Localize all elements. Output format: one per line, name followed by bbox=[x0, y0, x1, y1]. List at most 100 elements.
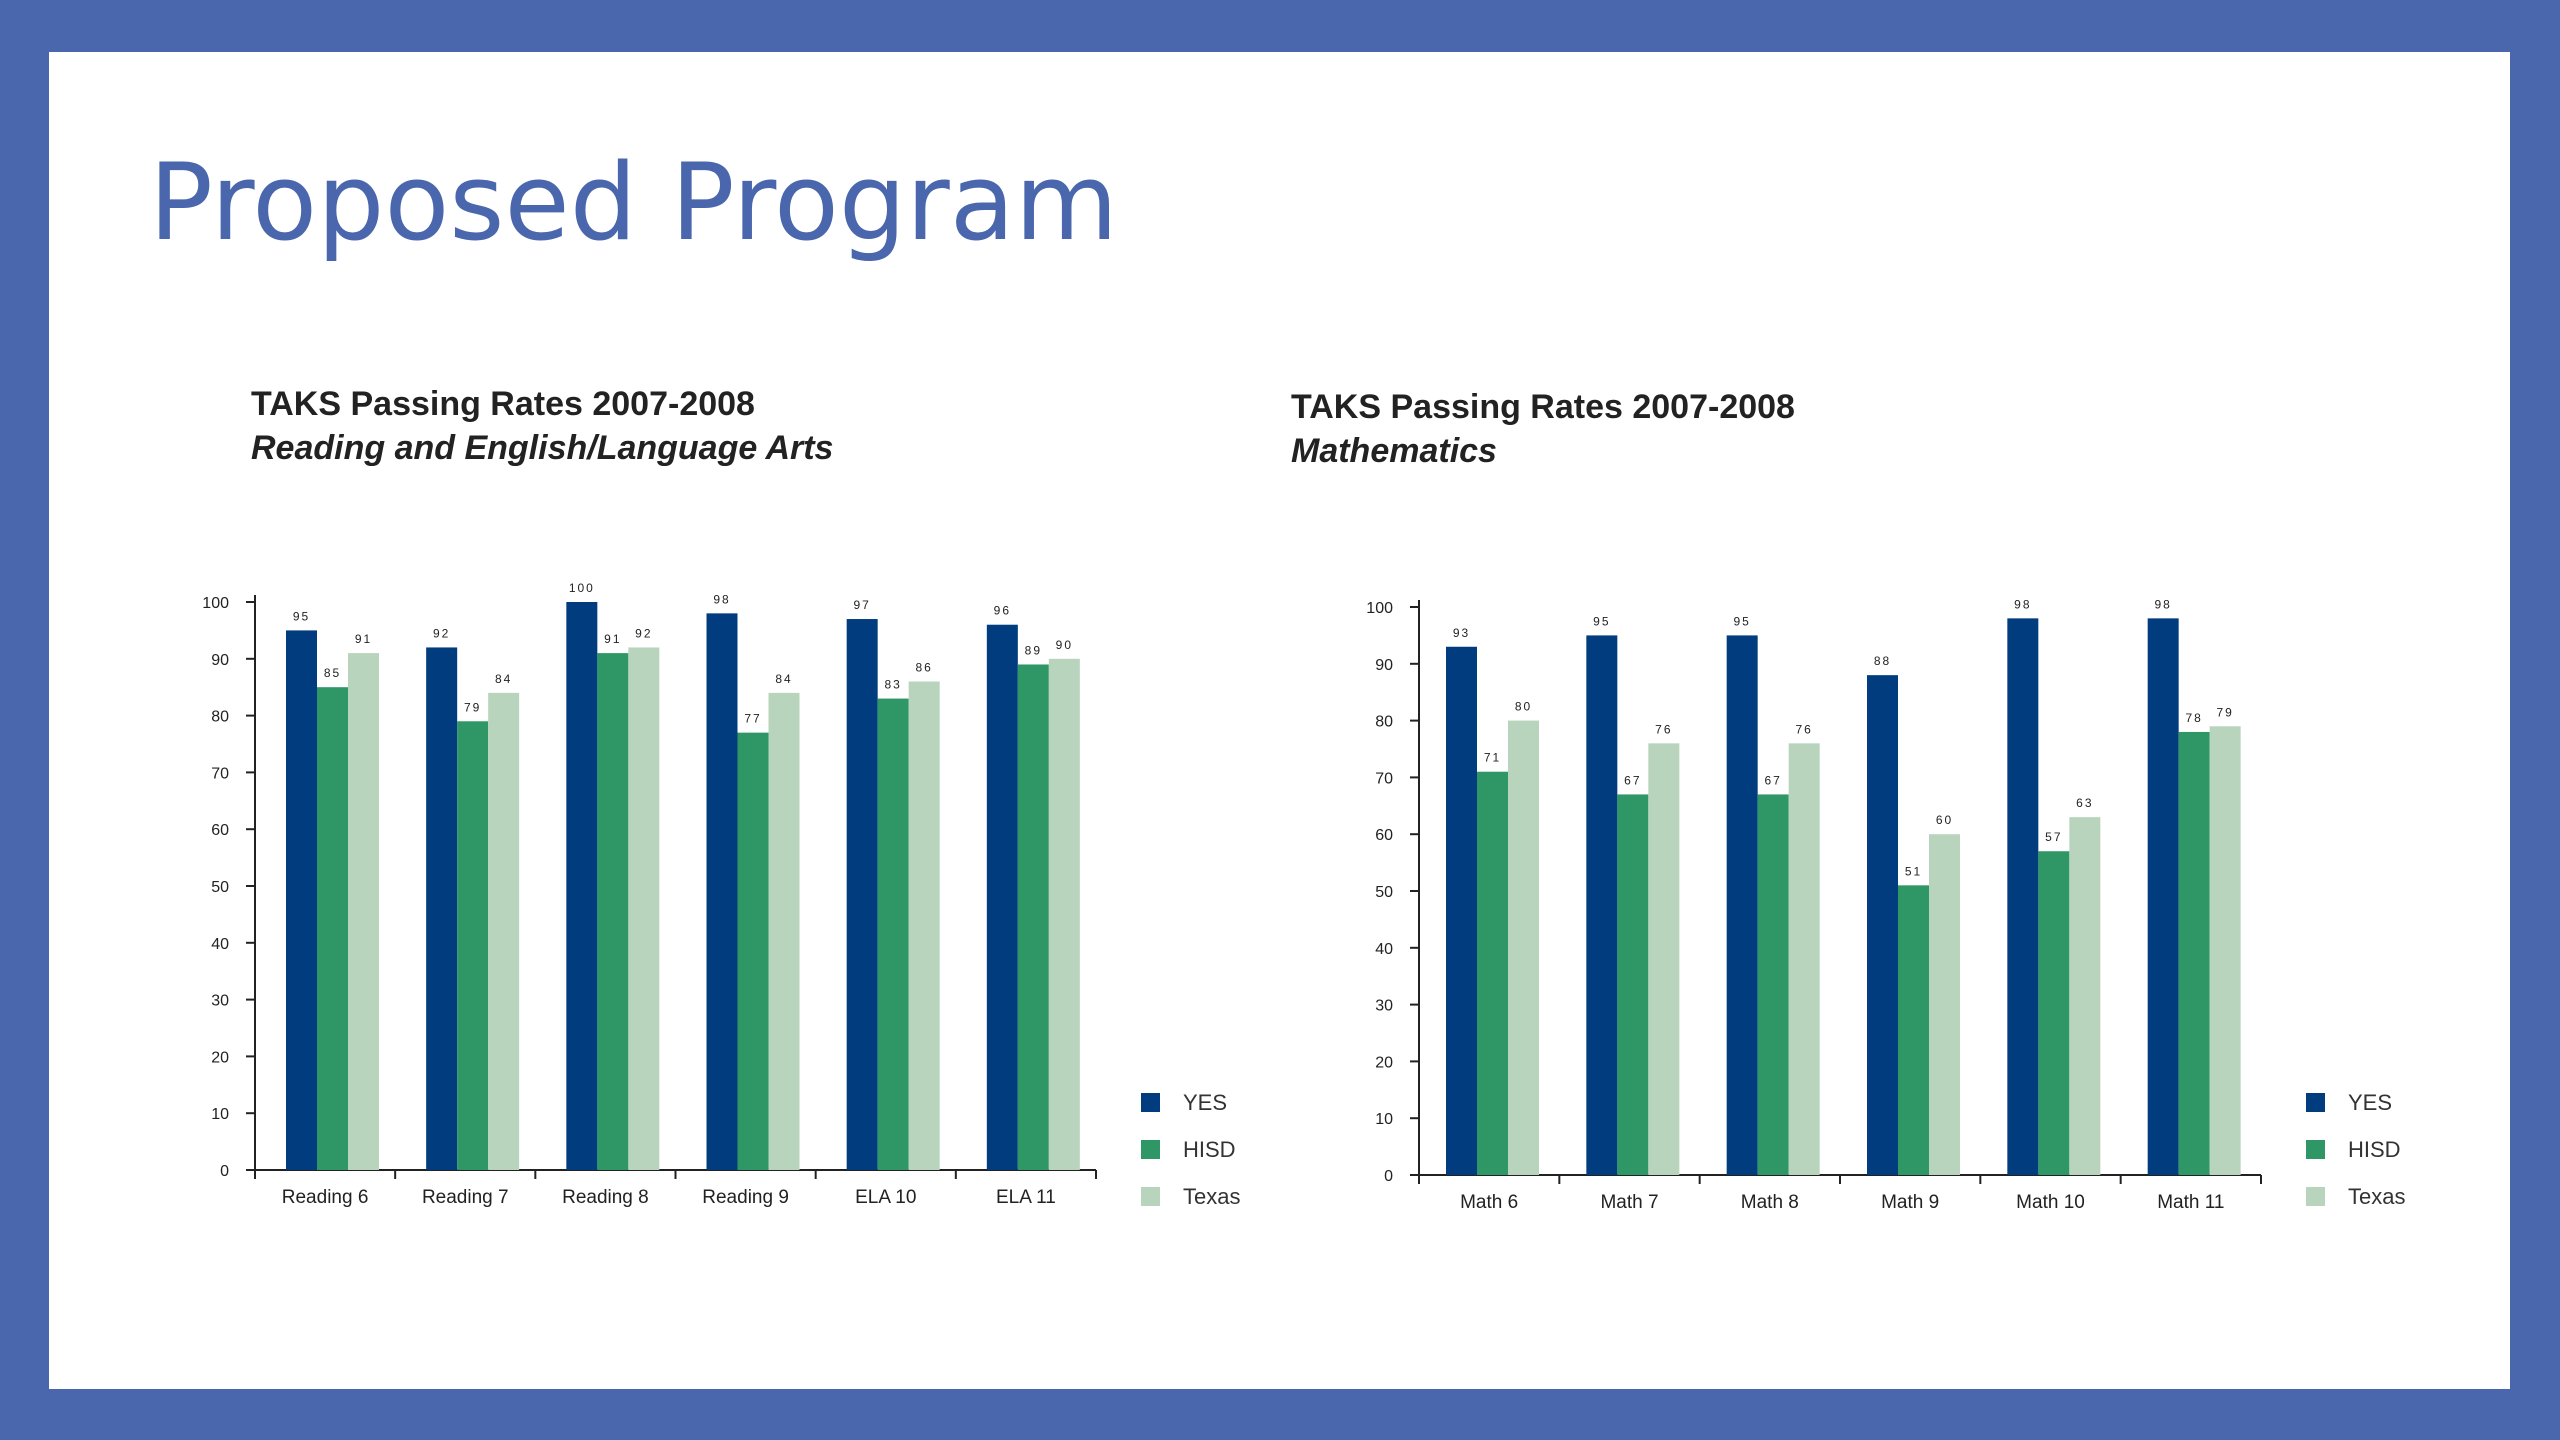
reading-legend-swatch-yes bbox=[1141, 1093, 1160, 1112]
math-legend-swatch-hisd bbox=[2306, 1140, 2325, 1159]
reading-bar-value-label: 86 bbox=[915, 661, 932, 675]
reading-bar-texas bbox=[1048, 658, 1080, 1170]
reading-bar-value-label: 95 bbox=[293, 609, 310, 623]
math-legend-label-hisd: HISD bbox=[2348, 1137, 2401, 1162]
reading-y-tick-label: 90 bbox=[211, 652, 229, 669]
reading-bar-value-label: 91 bbox=[604, 632, 621, 646]
reading-bar-yes bbox=[426, 647, 458, 1170]
math-bar-value-label: 88 bbox=[1874, 654, 1891, 668]
math-legend-label-yes: YES bbox=[2348, 1090, 2392, 1115]
reading-y-tick-label: 0 bbox=[220, 1163, 229, 1180]
math-bar-texas bbox=[1929, 834, 1960, 1175]
reading-legend-label-hisd: HISD bbox=[1183, 1137, 1236, 1162]
math-category-label: Math 6 bbox=[1460, 1192, 1518, 1213]
math-bar-value-label: 79 bbox=[2216, 705, 2233, 719]
reading-bar-value-label: 92 bbox=[635, 626, 652, 640]
math-bar-texas bbox=[2069, 817, 2101, 1175]
reading-bar-value-label: 85 bbox=[324, 666, 341, 680]
reading-bar-value-label: 98 bbox=[713, 592, 730, 606]
reading-bar-hisd bbox=[1017, 664, 1049, 1170]
math-bar-hisd bbox=[1898, 885, 1929, 1175]
reading-bar-hisd bbox=[457, 721, 489, 1170]
reading-y-tick-label: 10 bbox=[211, 1106, 229, 1123]
math-bar-value-label: 57 bbox=[2045, 830, 2062, 844]
reading-bar-value-label: 96 bbox=[994, 604, 1011, 618]
reading-bar-chart: 0 10 20 30 40 50 60 70 80 90 100 95 85 91 Reading 6 92 7… bbox=[202, 581, 1240, 1209]
math-bar-value-label: 93 bbox=[1453, 626, 1470, 640]
reading-bar-hisd bbox=[597, 653, 629, 1170]
reading-y-tick-label: 60 bbox=[211, 822, 229, 839]
math-bar-texas bbox=[1648, 743, 1680, 1175]
reading-bar-texas bbox=[488, 692, 520, 1170]
reading-bar-hisd bbox=[737, 732, 769, 1170]
slide-title: Proposed Program bbox=[149, 141, 1118, 264]
reading-y-tick-label: 80 bbox=[211, 709, 229, 726]
reading-category-label: Reading 9 bbox=[702, 1187, 789, 1208]
math-bar-hisd bbox=[2038, 851, 2070, 1175]
math-bar-hisd bbox=[1617, 794, 1649, 1175]
reading-chart-subtitle: Reading and English/Language Arts bbox=[251, 429, 834, 467]
reading-legend-label-yes: YES bbox=[1183, 1090, 1227, 1115]
math-y-tick-label: 50 bbox=[1375, 884, 1393, 901]
reading-bar-value-label: 97 bbox=[853, 598, 870, 612]
math-bar-value-label: 80 bbox=[1515, 700, 1532, 714]
reading-y-tick-label: 100 bbox=[202, 595, 229, 612]
reading-category-label: ELA 10 bbox=[855, 1187, 916, 1208]
math-chart-title-text: TAKS Passing Rates 2007-2008 bbox=[1291, 388, 1795, 426]
reading-y-tick-label: 70 bbox=[211, 765, 229, 782]
reading-bar-yes bbox=[706, 613, 738, 1170]
math-bar-value-label: 95 bbox=[1733, 614, 1750, 628]
math-chart-subtitle: Mathematics bbox=[1291, 432, 1497, 470]
math-bar-yes bbox=[2147, 618, 2179, 1175]
slide: Proposed Program TAKS Passing Rates 2007… bbox=[49, 52, 2510, 1389]
math-bar-texas bbox=[1508, 720, 1539, 1175]
reading-bar-value-label: 92 bbox=[433, 626, 450, 640]
reading-bar-value-label: 79 bbox=[464, 700, 481, 714]
math-bar-value-label: 51 bbox=[1905, 864, 1922, 878]
reading-category-label: Reading 8 bbox=[562, 1187, 649, 1208]
reading-category-label: Reading 7 bbox=[422, 1187, 509, 1208]
math-category-label: Math 10 bbox=[2016, 1192, 2085, 1213]
math-legend-swatch-yes bbox=[2306, 1093, 2325, 1112]
math-chart-title: TAKS Passing Rates 2007-2008 Mathematics bbox=[1291, 385, 1795, 473]
math-bar-value-label: 71 bbox=[1484, 751, 1501, 765]
math-bar-yes bbox=[1867, 675, 1898, 1175]
reading-bar-yes bbox=[286, 630, 317, 1170]
math-bar-yes bbox=[1446, 646, 1477, 1175]
reading-chart-title-text: TAKS Passing Rates 2007-2008 bbox=[251, 385, 755, 423]
reading-legend-swatch-hisd bbox=[1141, 1140, 1160, 1159]
math-bar-value-label: 67 bbox=[1624, 773, 1641, 787]
math-y-tick-label: 0 bbox=[1384, 1168, 1393, 1185]
math-bar-value-label: 95 bbox=[1593, 614, 1610, 628]
reading-bar-texas bbox=[628, 647, 660, 1170]
math-bar-value-label: 98 bbox=[2014, 597, 2031, 611]
reading-bar-value-label: 84 bbox=[495, 672, 512, 686]
math-bar-value-label: 78 bbox=[2185, 711, 2202, 725]
math-y-tick-label: 90 bbox=[1375, 657, 1393, 674]
math-bar-hisd bbox=[2178, 731, 2210, 1175]
reading-bar-hisd bbox=[877, 698, 909, 1170]
reading-y-tick-label: 50 bbox=[211, 879, 229, 896]
reading-bar-yes bbox=[566, 602, 598, 1170]
math-bar-yes bbox=[2007, 618, 2039, 1175]
reading-bar-value-label: 83 bbox=[884, 678, 901, 692]
reading-bar-texas bbox=[908, 681, 940, 1170]
reading-legend-swatch-texas bbox=[1141, 1187, 1160, 1206]
math-bar-yes bbox=[1586, 635, 1618, 1175]
reading-category-label: ELA 11 bbox=[996, 1187, 1056, 1208]
math-bar-texas bbox=[1788, 743, 1820, 1175]
math-y-tick-label: 20 bbox=[1375, 1054, 1393, 1071]
reading-bar-value-label: 91 bbox=[355, 632, 372, 646]
reading-category-label: Reading 6 bbox=[282, 1187, 369, 1208]
reading-bar-value-label: 100 bbox=[569, 581, 595, 595]
reading-bar-value-label: 84 bbox=[775, 672, 792, 686]
math-y-tick-label: 70 bbox=[1375, 770, 1393, 787]
math-y-tick-label: 30 bbox=[1375, 998, 1393, 1015]
reading-chart-title: TAKS Passing Rates 2007-2008 Reading and… bbox=[251, 382, 833, 470]
math-category-label: Math 8 bbox=[1741, 1192, 1799, 1213]
reading-bar-hisd bbox=[317, 687, 348, 1170]
math-y-tick-label: 100 bbox=[1366, 600, 1393, 617]
math-category-label: Math 7 bbox=[1600, 1192, 1658, 1213]
math-bar-value-label: 67 bbox=[1764, 773, 1781, 787]
reading-bar-yes bbox=[846, 619, 878, 1170]
